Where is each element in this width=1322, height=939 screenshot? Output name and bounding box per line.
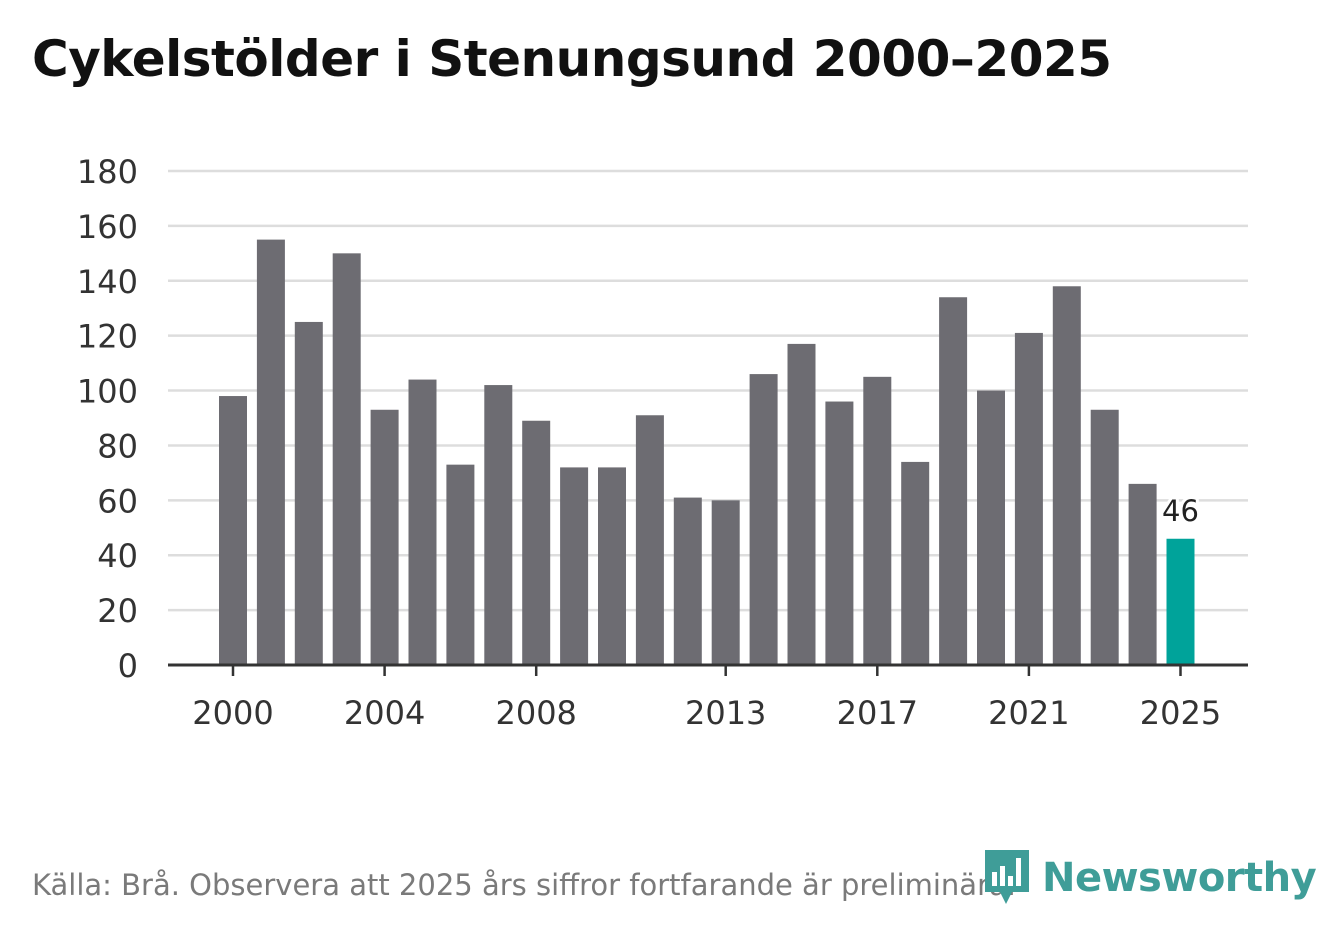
bars [219, 239, 1195, 666]
bar [1166, 538, 1195, 665]
source-note: Källa: Brå. Observera att 2025 års siffr… [32, 868, 1016, 902]
bar [446, 464, 475, 665]
gridlines [168, 169, 1248, 612]
bar [1052, 286, 1081, 665]
y-tick-label: 40 [97, 537, 138, 575]
bar [673, 497, 702, 665]
brand-logo: Newsworthy [982, 848, 1317, 908]
bar [219, 396, 247, 665]
data-label-2025: 46 [1162, 494, 1199, 528]
x-tick-label: 2025 [1140, 694, 1221, 732]
bar [370, 409, 399, 665]
y-tick-label: 160 [77, 208, 138, 246]
bar [560, 467, 589, 665]
y-tick-label: 100 [77, 373, 138, 411]
y-tick-label: 140 [77, 263, 138, 301]
bar [863, 376, 892, 665]
x-tick-label: 2004 [344, 694, 425, 732]
bar [749, 374, 778, 665]
bar [408, 379, 437, 665]
x-tick-label: 2013 [685, 694, 766, 732]
y-tick-label: 0 [118, 647, 138, 685]
x-tick-label: 2017 [837, 694, 918, 732]
data-labels: 46 [1159, 491, 1202, 531]
bar [522, 420, 551, 665]
newsworthy-logo-icon [985, 850, 1029, 904]
bar [977, 390, 1005, 665]
bar [484, 385, 513, 665]
y-tick-label: 120 [77, 318, 138, 356]
bar [787, 343, 816, 665]
brand-name: Newsworthy [1042, 855, 1317, 901]
bar [901, 461, 930, 665]
bar [1128, 483, 1157, 665]
bar [1090, 409, 1119, 665]
bar [939, 297, 968, 665]
bar [294, 321, 323, 665]
bar [256, 239, 285, 665]
y-axis-ticks: 0 20 40 60 80 100 120 140 160 180 [77, 153, 138, 685]
x-axis-ticks: 2000 2004 2008 2013 2017 2021 2025 [192, 665, 1221, 732]
y-tick-label: 60 [97, 482, 138, 520]
x-tick-label: 2008 [495, 694, 576, 732]
bar [635, 415, 664, 665]
bar [825, 401, 854, 665]
bar [1014, 332, 1043, 665]
bar [332, 253, 361, 666]
y-tick-label: 20 [97, 592, 138, 630]
x-tick-label: 2021 [988, 694, 1069, 732]
bar [711, 500, 740, 665]
x-tick-label: 2000 [192, 694, 273, 732]
bar [598, 467, 626, 665]
y-tick-label: 80 [97, 427, 138, 465]
y-tick-label: 180 [77, 153, 138, 191]
chart-title: Cykelstölder i Stenungsund 2000–2025 [32, 30, 1112, 88]
